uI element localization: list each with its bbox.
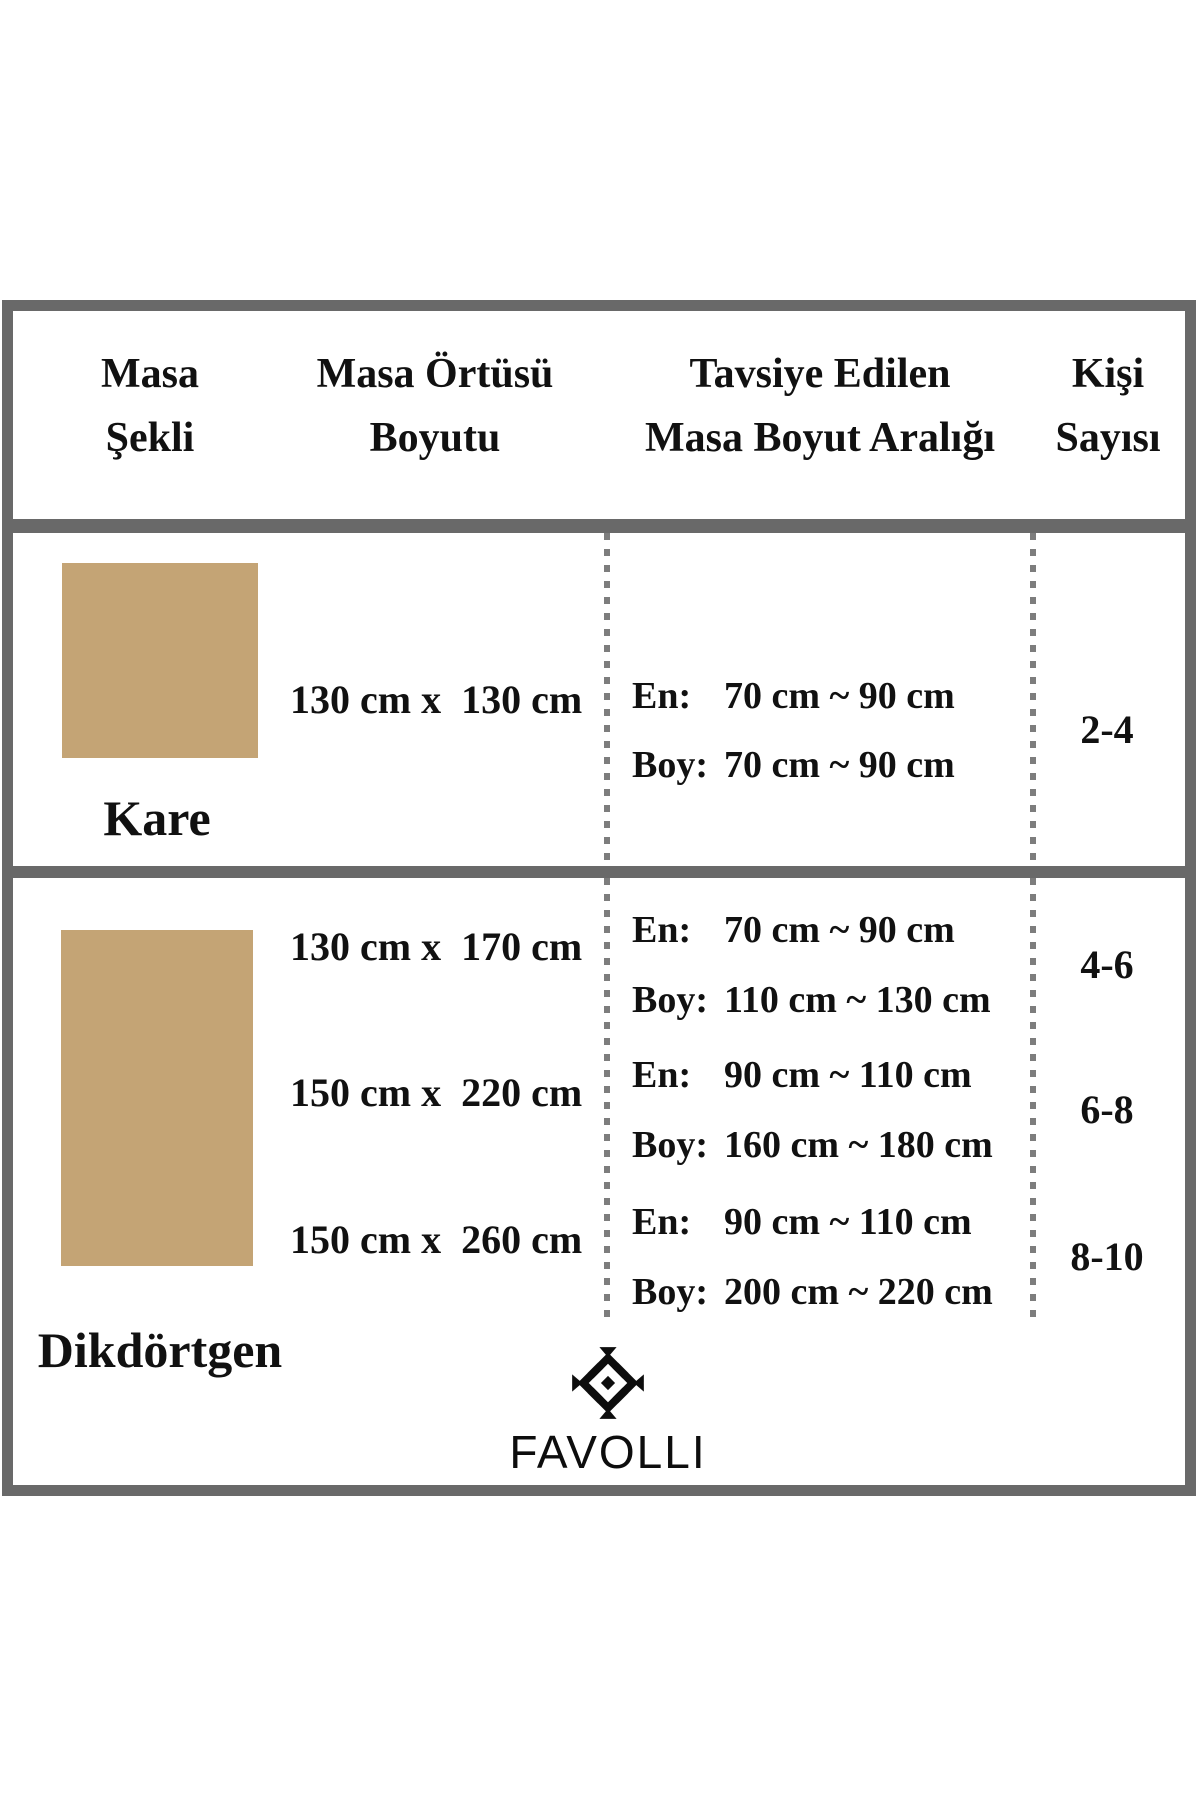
size-value: 150 cm x 220 cm	[290, 1070, 583, 1115]
en-value: 70 cm ~ 90 cm	[724, 909, 955, 951]
header-tavsiye-line2: Masa Boyut Aralığı	[644, 415, 996, 461]
en-range: En: 90 cm ~ 110 cm	[632, 1056, 972, 1094]
boy-label: Boy:	[632, 1271, 708, 1313]
en-value: 90 cm ~ 110 cm	[724, 1054, 972, 1096]
en-label: En:	[632, 1054, 692, 1096]
boy-value: 70 cm ~ 90 cm	[724, 744, 955, 786]
person-count: 4-6	[1080, 942, 1134, 987]
header-ortusu-line2: Boyutu	[369, 415, 501, 461]
table-frame	[2, 300, 1196, 1496]
en-value: 70 cm ~ 90 cm	[724, 675, 955, 717]
rectangle-shape-swatch	[61, 930, 253, 1266]
header-ortusu-line1: Masa Örtüsü	[316, 351, 554, 397]
en-range: En: 90 cm ~ 110 cm	[632, 1203, 972, 1241]
header-masa-line2: Şekli	[105, 415, 195, 461]
boy-range: Boy: 110 cm ~ 130 cm	[632, 981, 991, 1019]
favolli-logo-icon	[565, 1340, 651, 1431]
column-divider-dotted	[604, 533, 610, 866]
column-divider-dotted	[1030, 878, 1036, 1320]
boy-value: 160 cm ~ 180 cm	[724, 1124, 993, 1166]
boy-label: Boy:	[632, 1124, 708, 1166]
shape-label-dikdortgen: Dikdörtgen	[37, 1322, 283, 1378]
brand-wordmark: FAVOLLI	[509, 1426, 707, 1478]
boy-value: 110 cm ~ 130 cm	[724, 979, 991, 1021]
header-divider	[13, 519, 1185, 533]
column-divider-dotted	[604, 878, 610, 1320]
boy-label: Boy:	[632, 979, 708, 1021]
column-divider-dotted	[1030, 533, 1036, 866]
en-range: En: 70 cm ~ 90 cm	[632, 911, 955, 949]
size-value: 150 cm x 260 cm	[290, 1217, 583, 1262]
boy-value: 200 cm ~ 220 cm	[724, 1271, 993, 1313]
person-count: 2-4	[1080, 707, 1134, 752]
size-value: 130 cm x 170 cm	[290, 924, 583, 969]
header-masa-line1: Masa	[101, 351, 199, 397]
header-kisi-line1: Kişi	[1071, 351, 1145, 397]
section-divider	[13, 866, 1185, 878]
square-shape-swatch	[62, 563, 258, 758]
size-value: 130 cm x 130 cm	[290, 677, 583, 722]
boy-range: Boy: 200 cm ~ 220 cm	[632, 1273, 993, 1311]
boy-label: Boy:	[632, 744, 708, 786]
en-value: 90 cm ~ 110 cm	[724, 1201, 972, 1243]
header-tavsiye-line1: Tavsiye Edilen	[689, 351, 951, 397]
boy-range: Boy: 70 cm ~ 90 cm	[632, 746, 955, 784]
boy-range: Boy: 160 cm ~ 180 cm	[632, 1126, 993, 1164]
en-label: En:	[632, 675, 692, 717]
en-label: En:	[632, 909, 692, 951]
person-count: 6-8	[1080, 1087, 1134, 1132]
person-count: 8-10	[1070, 1234, 1144, 1279]
en-label: En:	[632, 1201, 692, 1243]
header-kisi-line2: Sayısı	[1055, 415, 1161, 461]
en-range: En: 70 cm ~ 90 cm	[632, 677, 955, 715]
shape-label-kare: Kare	[103, 790, 211, 846]
